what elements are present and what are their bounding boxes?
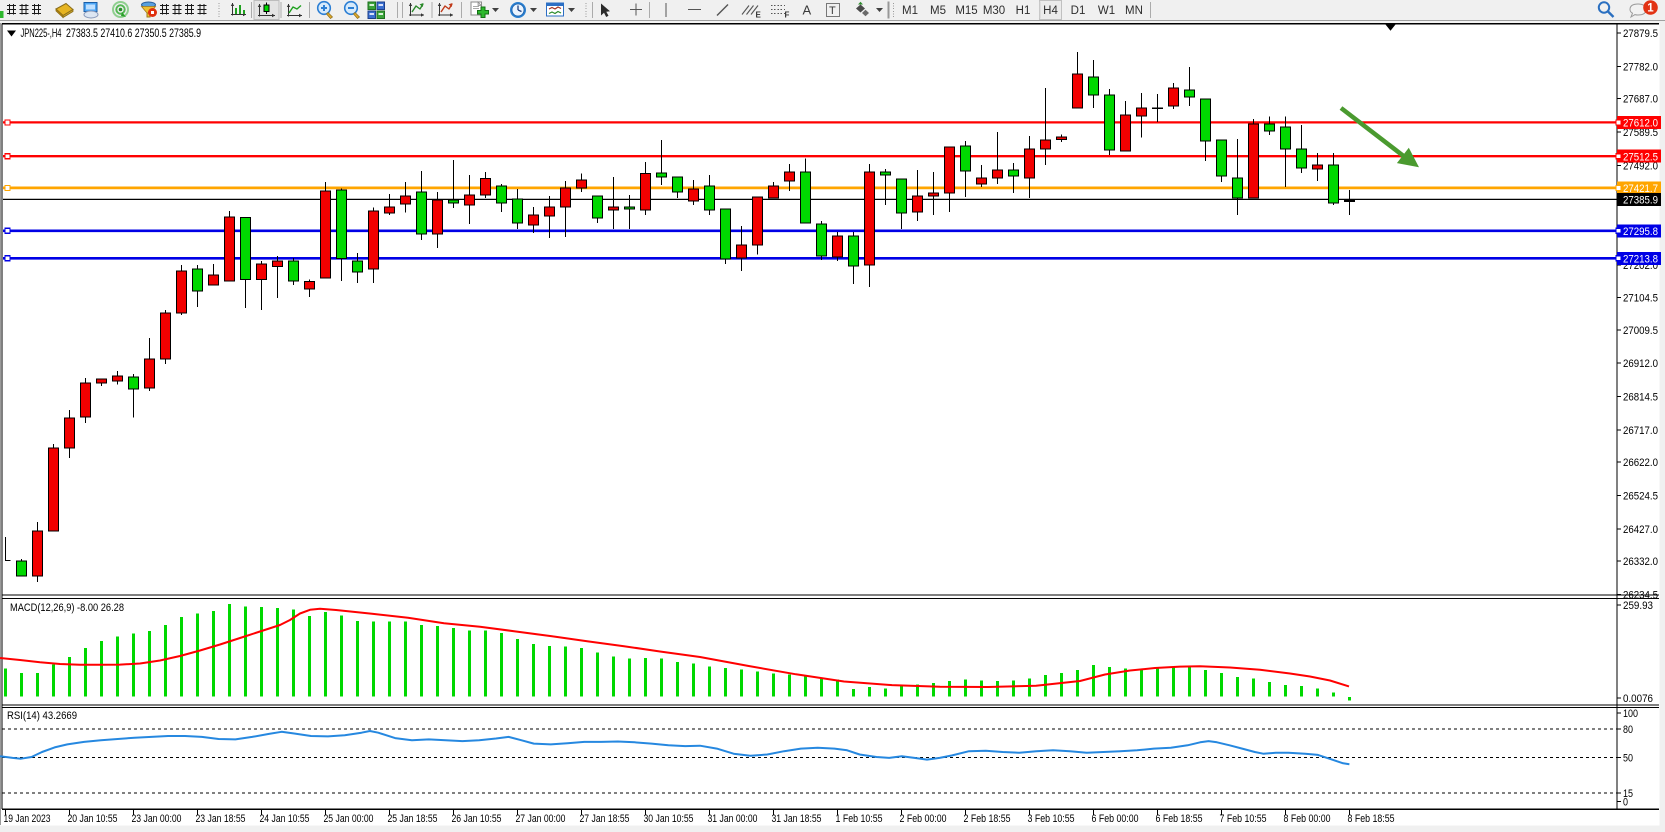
svg-text:7 Feb 10:55: 7 Feb 10:55 (1220, 813, 1267, 825)
svg-text:M5: M5 (930, 5, 946, 17)
svg-text:26332.0: 26332.0 (1623, 556, 1658, 568)
svg-text:MACD(12,26,9) -8.00 26.28: MACD(12,26,9) -8.00 26.28 (10, 602, 124, 614)
svg-text:27687.0: 27687.0 (1623, 94, 1658, 106)
svg-text:23 Jan 18:55: 23 Jan 18:55 (196, 813, 246, 825)
svg-text:25 Jan 18:55: 25 Jan 18:55 (388, 813, 438, 825)
svg-text:2 Feb 18:55: 2 Feb 18:55 (964, 813, 1011, 825)
svg-text:E: E (756, 11, 762, 20)
svg-text:27879.5: 27879.5 (1623, 28, 1658, 40)
svg-text:23 Jan 00:00: 23 Jan 00:00 (132, 813, 182, 825)
svg-text:MN: MN (1125, 5, 1143, 17)
svg-text:M30: M30 (983, 5, 1005, 17)
svg-text:H4: H4 (1043, 5, 1058, 17)
svg-text:26524.5: 26524.5 (1623, 491, 1658, 503)
svg-text:50: 50 (1623, 752, 1633, 764)
svg-text:27383.5 27410.6 27350.5 27385.: 27383.5 27410.6 27350.5 27385.9 (66, 26, 201, 40)
svg-text:JPN225-,H4: JPN225-,H4 (21, 26, 62, 40)
svg-text:259.93: 259.93 (1623, 600, 1653, 612)
svg-text:W1: W1 (1098, 5, 1115, 17)
svg-text:0: 0 (1623, 797, 1628, 809)
svg-text:27104.5: 27104.5 (1623, 293, 1658, 305)
svg-text:26622.0: 26622.0 (1623, 457, 1658, 469)
svg-text:31 Jan 00:00: 31 Jan 00:00 (708, 813, 758, 825)
svg-text:26 Jan 10:55: 26 Jan 10:55 (452, 813, 502, 825)
svg-text:27 Jan 00:00: 27 Jan 00:00 (516, 813, 566, 825)
svg-text:27782.0: 27782.0 (1623, 61, 1658, 73)
svg-text:8 Feb 18:55: 8 Feb 18:55 (1348, 813, 1395, 825)
svg-text:6 Feb 18:55: 6 Feb 18:55 (1156, 813, 1203, 825)
svg-text:T: T (829, 5, 836, 17)
svg-text:RSI(14) 43.2669: RSI(14) 43.2669 (7, 710, 77, 722)
svg-text:6 Feb 00:00: 6 Feb 00:00 (1092, 813, 1139, 825)
svg-text:26234.5: 26234.5 (1623, 590, 1658, 602)
svg-text:26717.0: 26717.0 (1623, 425, 1658, 437)
svg-text:8 Feb 00:00: 8 Feb 00:00 (1284, 813, 1331, 825)
svg-text:27295.8: 27295.8 (1623, 226, 1658, 238)
svg-text:26427.0: 26427.0 (1623, 524, 1658, 536)
svg-text:24 Jan 10:55: 24 Jan 10:55 (260, 813, 310, 825)
svg-text:26912.0: 26912.0 (1623, 358, 1658, 370)
svg-text:25 Jan 00:00: 25 Jan 00:00 (324, 813, 374, 825)
svg-text:A: A (803, 3, 812, 18)
svg-text:20 Jan 10:55: 20 Jan 10:55 (68, 813, 118, 825)
svg-text:27 Jan 18:55: 27 Jan 18:55 (580, 813, 630, 825)
svg-text:31 Jan 18:55: 31 Jan 18:55 (772, 813, 822, 825)
svg-text:27421.7: 27421.7 (1623, 183, 1658, 195)
svg-text:H1: H1 (1016, 5, 1031, 17)
svg-text:80: 80 (1623, 724, 1633, 736)
svg-text:30 Jan 10:55: 30 Jan 10:55 (644, 813, 694, 825)
svg-text:27213.8: 27213.8 (1623, 254, 1658, 266)
svg-text:15: 15 (1623, 788, 1633, 800)
svg-text:26814.5: 26814.5 (1623, 392, 1658, 404)
svg-text:27492.0: 27492.0 (1623, 160, 1658, 172)
svg-text:100: 100 (1623, 708, 1638, 720)
svg-text:3 Feb 10:55: 3 Feb 10:55 (1028, 813, 1075, 825)
svg-text:F: F (785, 11, 790, 20)
svg-text:M15: M15 (955, 5, 977, 17)
svg-text:27612.0: 27612.0 (1623, 118, 1658, 130)
svg-text:M1: M1 (902, 5, 918, 17)
svg-text:27385.9: 27385.9 (1623, 195, 1658, 207)
svg-text:27512.5: 27512.5 (1623, 151, 1658, 163)
svg-text:19 Jan 2023: 19 Jan 2023 (4, 813, 51, 825)
svg-text:1 Feb 10:55: 1 Feb 10:55 (836, 813, 883, 825)
svg-text:2 Feb 00:00: 2 Feb 00:00 (900, 813, 947, 825)
svg-text:D1: D1 (1071, 5, 1086, 17)
svg-text:1: 1 (1647, 3, 1654, 15)
svg-text:27589.5: 27589.5 (1623, 127, 1658, 139)
svg-text:27009.5: 27009.5 (1623, 325, 1658, 337)
svg-text:0.0076: 0.0076 (1623, 693, 1653, 705)
